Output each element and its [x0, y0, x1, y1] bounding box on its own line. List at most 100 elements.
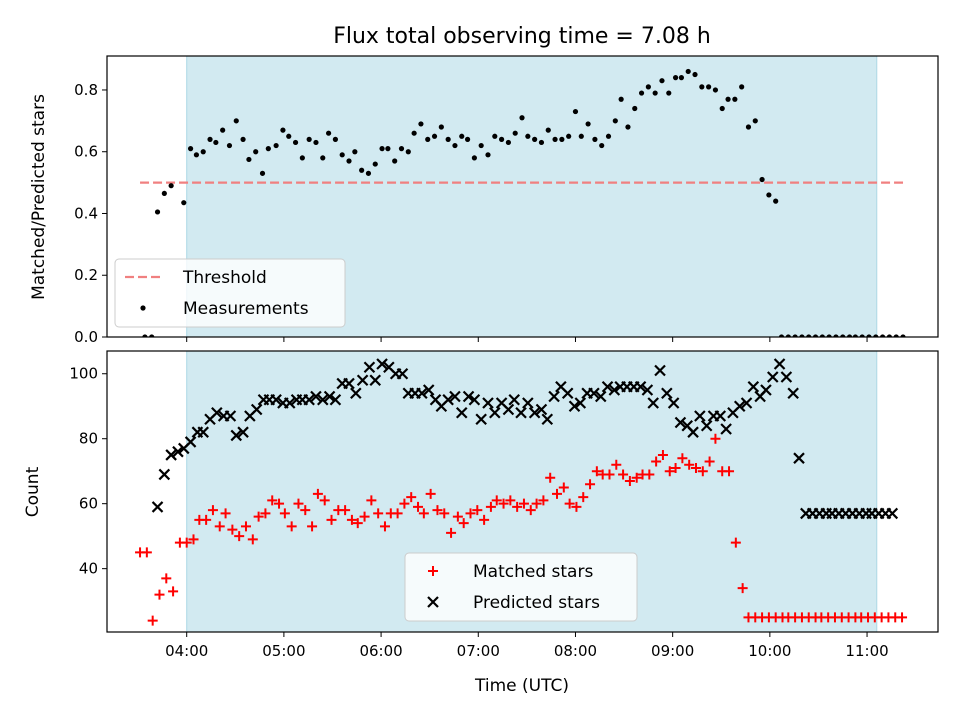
predicted-star-point [588, 387, 600, 400]
matched-star-point [446, 527, 457, 538]
matched-star-point [631, 472, 642, 483]
matched-star-point [274, 498, 285, 509]
measurement-point [692, 71, 698, 78]
matched-star-point [161, 573, 172, 584]
predicted-star-point [733, 400, 746, 413]
measurement-point [752, 118, 758, 124]
measurement-point [464, 136, 471, 142]
legend-predicted-swatch [427, 596, 439, 608]
predicted-star-point [773, 358, 786, 370]
axes-frame [106, 55, 939, 338]
predicted-star-point [594, 390, 607, 403]
measurement-point [253, 149, 259, 155]
measurement-point [745, 124, 752, 130]
measurement-point [326, 130, 332, 136]
measurement-point [592, 136, 598, 142]
measurement-point [392, 158, 398, 164]
measurement-point [365, 170, 372, 176]
predicted-star-point [396, 367, 409, 380]
measurement-point [246, 156, 252, 163]
measurement-point [313, 139, 319, 146]
predicted-star-point [151, 501, 164, 513]
measurement-point [213, 139, 219, 146]
matched-star-point [897, 612, 908, 623]
measurement-point [438, 124, 444, 130]
matched-star-point [472, 505, 483, 516]
ratio-panel: 0.0 0.2 0.4 0.6 0.8 Threshold Measurements [74, 55, 939, 346]
predicted-star-point [561, 387, 574, 400]
measurement-point [652, 90, 658, 96]
matched-star-point [604, 469, 615, 480]
measurement-point [471, 155, 477, 161]
matched-star-point [571, 501, 582, 512]
legend-entry-label: Predicted stars [473, 593, 600, 613]
predicted-star-point [482, 397, 494, 409]
matched-star-point [352, 518, 363, 529]
predicted-star-point [522, 397, 534, 409]
predicted-star-point [250, 403, 263, 416]
matched-star-point [379, 521, 390, 532]
y-tick-label: 0.8 [74, 81, 98, 99]
predicted-star-point [422, 384, 435, 396]
x-tick-label: 05:00 [262, 642, 305, 660]
y-tick-label: 0.0 [74, 328, 98, 346]
legend: Matched stars Predicted stars [404, 552, 638, 622]
measurement-point [519, 115, 525, 121]
chart-title: Flux total observing time = 7.08 h [333, 24, 711, 49]
measurement-point [485, 152, 491, 158]
predicted-star-point [329, 393, 342, 406]
legend-entry-label: Measurements [183, 299, 309, 319]
measurement-point [545, 127, 551, 133]
legend-matched-swatch [428, 566, 438, 576]
y-tick-label: 0.2 [74, 266, 98, 284]
measurement-point [273, 142, 279, 149]
predicted-star-point [886, 507, 899, 520]
predicted-star-point [700, 419, 713, 432]
measurement-point [187, 146, 194, 152]
measurement-point [645, 84, 651, 90]
measurement-point [766, 192, 772, 198]
measurement-point [739, 84, 745, 90]
predicted-star-point [343, 377, 355, 390]
measurement-point [659, 78, 665, 84]
legend: Threshold Measurements [114, 258, 346, 328]
matched-star-point [611, 459, 622, 470]
matched-star-point [684, 459, 695, 470]
x-tick-label: 11:00 [845, 642, 888, 660]
measurement-point [200, 149, 206, 155]
matched-star-point [730, 537, 741, 548]
y-tick-label: 80 [79, 430, 98, 448]
measurement-point [900, 334, 906, 337]
measurement-point [240, 136, 246, 142]
measurement-point [859, 334, 865, 337]
predicted-star-point [787, 387, 799, 400]
measurement-point [638, 90, 645, 96]
predicted-star-point [760, 384, 772, 396]
matched-star-point [485, 501, 496, 512]
x-tick-label: 06:00 [359, 642, 402, 660]
matched-star-point [498, 498, 509, 509]
matched-star-point [552, 488, 563, 499]
measurement-point [149, 334, 155, 337]
matched-star-point [704, 456, 715, 467]
matched-star-point [220, 508, 231, 519]
matched-star-point [366, 495, 377, 506]
predicted-star-point [568, 400, 581, 413]
predicted-star-point [661, 387, 673, 400]
predicted-star-point [172, 445, 184, 458]
predicted-star-point [455, 406, 468, 419]
matched-star-point [518, 498, 529, 509]
measurement-point [605, 133, 612, 139]
predicted-star-point [740, 397, 753, 409]
measurement-point [299, 155, 305, 161]
y-tick-label: 60 [79, 495, 98, 513]
predicted-star-point [548, 390, 560, 403]
matched-star-point [373, 508, 384, 519]
matched-star-point [168, 586, 179, 597]
matched-star-point [418, 508, 429, 519]
matched-star-point [512, 501, 523, 512]
matched-star-point [710, 433, 721, 444]
count-y-axis-label: Count [23, 466, 43, 517]
measurement-point [193, 152, 200, 158]
legend-entry-label: Matched stars [473, 562, 593, 582]
